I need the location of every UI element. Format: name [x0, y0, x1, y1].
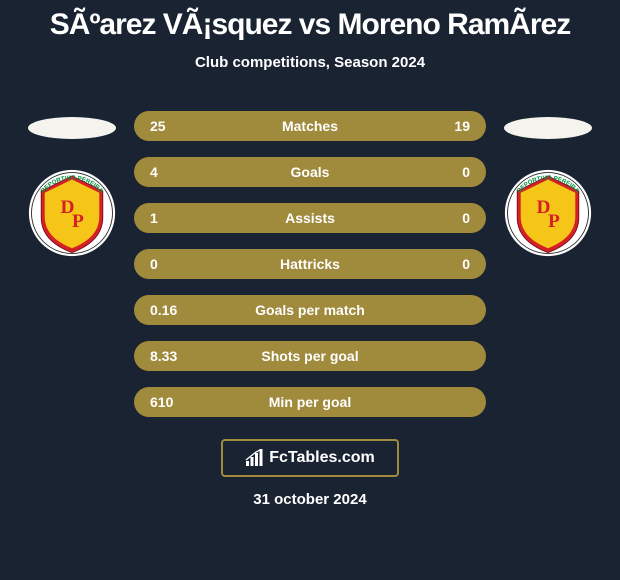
stat-left-value: 4: [150, 164, 200, 180]
stat-left-value: 0.16: [150, 302, 200, 318]
stat-left-value: 1: [150, 210, 200, 226]
stat-left-value: 0: [150, 256, 200, 272]
club-badge-right: D P DEPORTIVO PEREIRA: [504, 169, 592, 257]
stat-row: 1 Assists 0: [134, 203, 486, 233]
stat-row: 8.33 Shots per goal: [134, 341, 486, 371]
stat-right-value: 0: [420, 164, 470, 180]
stats-column: 25 Matches 19 4 Goals 0 1 Assists 0 0 Ha…: [134, 111, 486, 417]
brand-box[interactable]: FcTables.com: [221, 439, 399, 477]
player-photo-placeholder-left: [28, 117, 116, 139]
date-label: 31 october 2024: [253, 491, 366, 508]
stat-left-value: 610: [150, 394, 200, 410]
stat-label: Assists: [200, 210, 420, 226]
svg-text:P: P: [72, 211, 84, 232]
stat-left-value: 8.33: [150, 348, 200, 364]
stat-row: 4 Goals 0: [134, 157, 486, 187]
comparison-row: D P DEPORTIVO PEREIRA 25 Matches 19 4 Go…: [0, 111, 620, 417]
stat-label: Matches: [200, 118, 420, 134]
chart-icon: [245, 449, 265, 467]
stat-label: Goals per match: [200, 302, 420, 318]
stat-row: 0 Hattricks 0: [134, 249, 486, 279]
stat-row: 25 Matches 19: [134, 111, 486, 141]
right-player-side: D P DEPORTIVO PEREIRA: [504, 111, 592, 257]
stat-row: 610 Min per goal: [134, 387, 486, 417]
stat-right-value: 0: [420, 210, 470, 226]
stat-label: Goals: [200, 164, 420, 180]
page-title: SÃºarez VÃ¡squez vs Moreno RamÃ­rez: [50, 8, 570, 42]
stat-label: Min per goal: [200, 394, 420, 410]
stat-row: 0.16 Goals per match: [134, 295, 486, 325]
svg-text:P: P: [548, 211, 560, 232]
club-badge-left: D P DEPORTIVO PEREIRA: [28, 169, 116, 257]
stat-label: Shots per goal: [200, 348, 420, 364]
stat-right-value: 19: [420, 118, 470, 134]
stat-label: Hattricks: [200, 256, 420, 272]
brand-label: FcTables.com: [269, 449, 375, 467]
footer: FcTables.com 31 october 2024: [221, 439, 399, 508]
player-photo-placeholder-right: [504, 117, 592, 139]
stat-right-value: 0: [420, 256, 470, 272]
left-player-side: D P DEPORTIVO PEREIRA: [28, 111, 116, 257]
stat-left-value: 25: [150, 118, 200, 134]
subtitle: Club competitions, Season 2024: [195, 54, 425, 71]
